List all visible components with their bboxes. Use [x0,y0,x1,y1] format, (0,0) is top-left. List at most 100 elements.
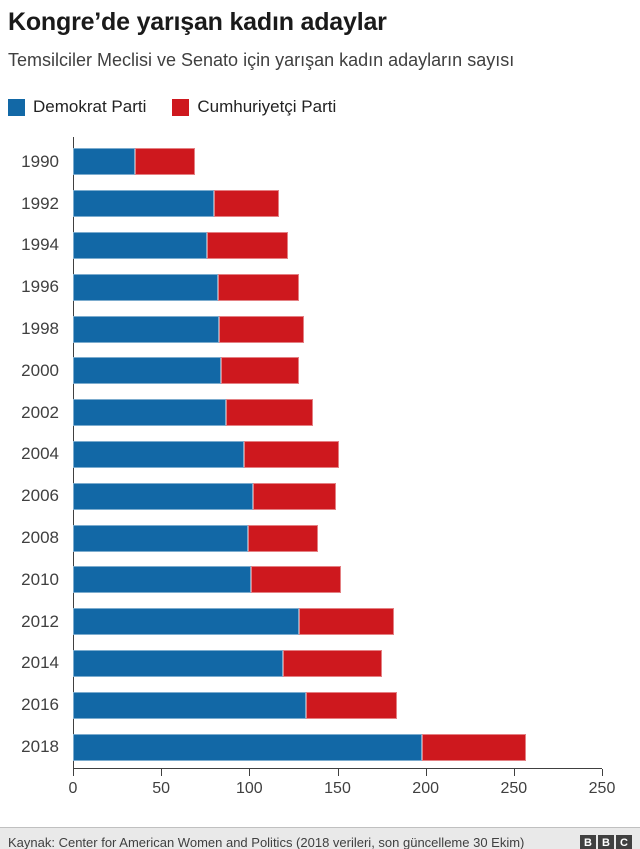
bbc-logo-block: B [580,834,596,849]
bar-democrat-segment [73,148,135,176]
legend-item: Cumhuriyetçi Parti [172,97,336,117]
bar-row: 2016 [0,684,640,726]
year-label: 2006 [21,486,59,506]
x-axis-tick-label: 150 [324,779,351,797]
bar-row: 1990 [0,141,640,183]
x-axis-tick-label: 250 [588,779,616,797]
bar-democrat-segment [73,482,253,510]
year-label: 2004 [21,444,59,464]
bbc-logo-block: B [598,834,614,849]
bar-republican-segment [251,566,342,594]
year-label: 1994 [21,235,59,255]
x-axis-tick [602,768,603,776]
bar-track [73,231,602,259]
bar-democrat-segment [73,608,299,636]
bar-row: 2006 [0,475,640,517]
bar-row: 2008 [0,517,640,559]
x-axis-tick [425,768,427,776]
bar-row: 2000 [0,350,640,392]
year-label: 2018 [21,737,59,757]
bar-track [73,733,602,761]
bar-track [73,190,602,218]
bar-republican-segment [134,148,195,176]
x-axis-tick-label: 50 [152,779,171,797]
bar-democrat-segment [73,399,227,427]
bar-rows: 1990 1992 1994 1996 1998 2000 2002 2004 2006 2008… [0,137,640,768]
bar-republican-segment [214,190,280,218]
bbc-logo-block: C [616,834,632,849]
bar-democrat-segment [73,649,283,677]
year-label: 1990 [21,151,59,171]
bar-republican-segment [226,399,313,427]
x-axis: 0 50 100 150 200 250 250 [69,767,615,803]
bar-republican-segment [422,733,527,761]
stacked-bar-chart: 1990 1992 1994 1996 1998 2000 2002 2004 2006 2008… [0,137,640,803]
year-label: 2000 [21,360,59,380]
year-label: 1992 [21,193,59,213]
x-axis-tick [73,768,74,776]
bar-row: 2012 [0,601,640,643]
bar-track [73,691,602,719]
legend-item: Demokrat Parti [8,97,146,117]
page-subtitle: Temsilciler Meclisi ve Senato için yarış… [8,50,515,70]
bar-row: 1994 [0,225,640,267]
bar-republican-segment [298,608,394,636]
bar-republican-segment [217,273,299,301]
year-label: 2002 [21,402,59,422]
bar-row: 2018 [0,726,640,768]
page: Kongre’de yarışan kadın adaylar Temsilci… [0,8,640,849]
bar-row: 2004 [0,434,640,476]
x-axis-tick-label: 0 [68,779,78,797]
legend-label: Demokrat Parti [33,97,147,116]
bar-republican-segment [247,524,319,552]
x-axis-tick [249,768,251,776]
bar-republican-segment [207,231,289,259]
bar-republican-segment [282,649,382,677]
bar-democrat-segment [73,566,252,594]
bar-row: 2014 [0,643,640,685]
bar-track [73,524,602,552]
legend-label: Cumhuriyetçi Parti [197,97,337,116]
bar-democrat-segment [73,357,222,385]
year-label: 1996 [21,277,59,297]
bar-row: 1996 [0,266,640,308]
bar-row: 1998 [0,308,640,350]
bar-democrat-segment [73,273,218,301]
bar-republican-segment [252,482,336,510]
bar-track [73,649,602,677]
x-axis-tick [513,768,515,776]
legend-swatch [8,98,25,116]
bar-row: 1992 [0,183,640,225]
year-label: 2016 [21,695,59,715]
x-axis-tick-label: 200 [412,779,440,797]
bar-democrat-segment [73,231,207,259]
bar-democrat-segment [73,440,245,468]
x-axis-tick [337,768,339,776]
year-label: 2012 [21,611,59,631]
bar-republican-segment [219,315,304,343]
bar-democrat-segment [73,733,423,761]
bar-democrat-segment [73,691,306,719]
bar-track [73,482,602,510]
bar-row: 2002 [0,392,640,434]
bar-track [73,315,602,343]
year-label: 1998 [21,319,59,339]
x-axis-tick-label: 100 [235,779,263,797]
year-label: 2008 [21,528,59,548]
x-axis-tick [161,768,163,776]
bar-republican-segment [305,691,398,719]
bar-democrat-segment [73,190,215,218]
footer: Kaynak: Center for American Women and Po… [0,827,640,849]
bar-track [73,608,602,636]
year-label: 2014 [21,653,59,673]
x-axis-tick-label: 250 [500,779,528,797]
bar-republican-segment [221,357,299,385]
bar-row: 2010 [0,559,640,601]
bar-track [73,357,602,385]
bar-track [73,440,602,468]
bar-track [73,148,602,176]
legend: Demokrat Parti Cumhuriyetçi Parti [8,97,630,117]
legend-swatch [172,98,190,116]
bar-republican-segment [244,440,340,468]
